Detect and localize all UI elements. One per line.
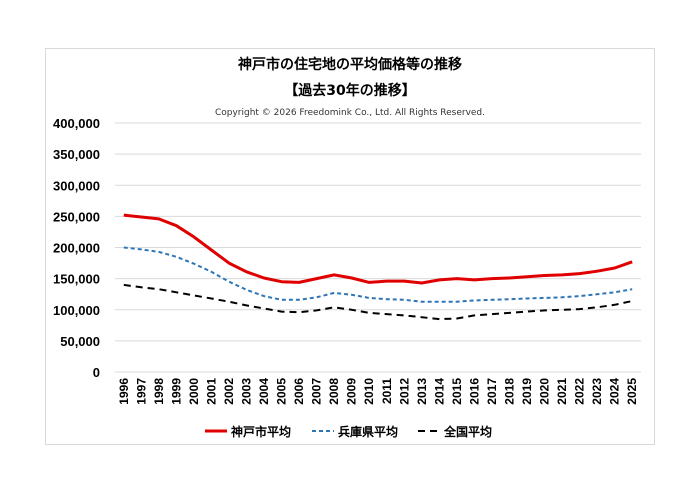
series-line-0 bbox=[123, 213, 633, 285]
copyright: Copyright © 2026 Freedomink Co., Ltd. Al… bbox=[214, 108, 486, 118]
y-tick-label: 150,000 bbox=[53, 272, 100, 287]
x-tick-label: 2011 bbox=[380, 378, 394, 404]
x-tick-label: 1996 bbox=[117, 378, 131, 405]
x-tick-label: 2001 bbox=[204, 378, 218, 405]
x-tick-label: 2021 bbox=[555, 378, 569, 405]
x-tick-label: 2007 bbox=[310, 378, 324, 405]
x-tick-label: 1997 bbox=[134, 378, 148, 405]
x-tick-label: 2006 bbox=[292, 378, 306, 405]
x-tick-label: 2022 bbox=[573, 378, 587, 405]
x-tick-label: 2024 bbox=[608, 378, 622, 405]
x-tick-label: 2023 bbox=[590, 378, 604, 405]
y-tick-label: 50,000 bbox=[60, 334, 100, 349]
chart-frame bbox=[45, 48, 655, 445]
y-tick-label: 0 bbox=[93, 365, 100, 380]
x-tick-label: 1999 bbox=[169, 378, 183, 405]
legend-label: 全国平均 bbox=[443, 424, 492, 439]
x-tick-label: 2014 bbox=[432, 378, 446, 405]
chart-title: 神戸市の住宅地の平均価格等の推移 bbox=[238, 57, 462, 73]
y-tick-label: 300,000 bbox=[53, 178, 100, 193]
x-tick-label: 2019 bbox=[520, 378, 534, 405]
series-line-2 bbox=[123, 283, 633, 321]
x-tick-label: 2004 bbox=[257, 378, 271, 405]
y-tick-label: 200,000 bbox=[53, 241, 100, 256]
x-tick-label: 2020 bbox=[538, 378, 552, 405]
x-tick-label: 2002 bbox=[222, 378, 236, 405]
x-tick-label: 2013 bbox=[415, 378, 429, 405]
y-tick-label: 350,000 bbox=[53, 147, 100, 162]
y-tick-label: 100,000 bbox=[53, 303, 100, 318]
x-tick-label: 2003 bbox=[240, 378, 254, 405]
x-tick-label: 2015 bbox=[450, 378, 464, 405]
y-tick-label: 250,000 bbox=[53, 209, 100, 224]
series-line-1 bbox=[123, 246, 633, 303]
x-tick-label: 2025 bbox=[625, 378, 639, 405]
x-tick-label: 2010 bbox=[362, 378, 376, 405]
x-tick-label: 2016 bbox=[467, 378, 481, 405]
x-tick-label: 2000 bbox=[187, 378, 201, 405]
legend-label: 兵庫県平均 bbox=[338, 424, 398, 439]
x-tick-label: 2009 bbox=[345, 378, 359, 405]
x-tick-label: 1998 bbox=[152, 378, 166, 405]
chart-subtitle: 【過去30年の推移】 bbox=[284, 83, 416, 99]
x-tick-label: 2005 bbox=[275, 378, 289, 405]
x-tick-label: 2018 bbox=[503, 378, 517, 405]
y-tick-label: 400,000 bbox=[53, 116, 100, 131]
x-tick-label: 2017 bbox=[485, 378, 499, 405]
x-tick-label: 2012 bbox=[397, 378, 411, 405]
legend-label: 神戸市平均 bbox=[231, 424, 291, 439]
x-tick-label: 2008 bbox=[327, 378, 341, 405]
